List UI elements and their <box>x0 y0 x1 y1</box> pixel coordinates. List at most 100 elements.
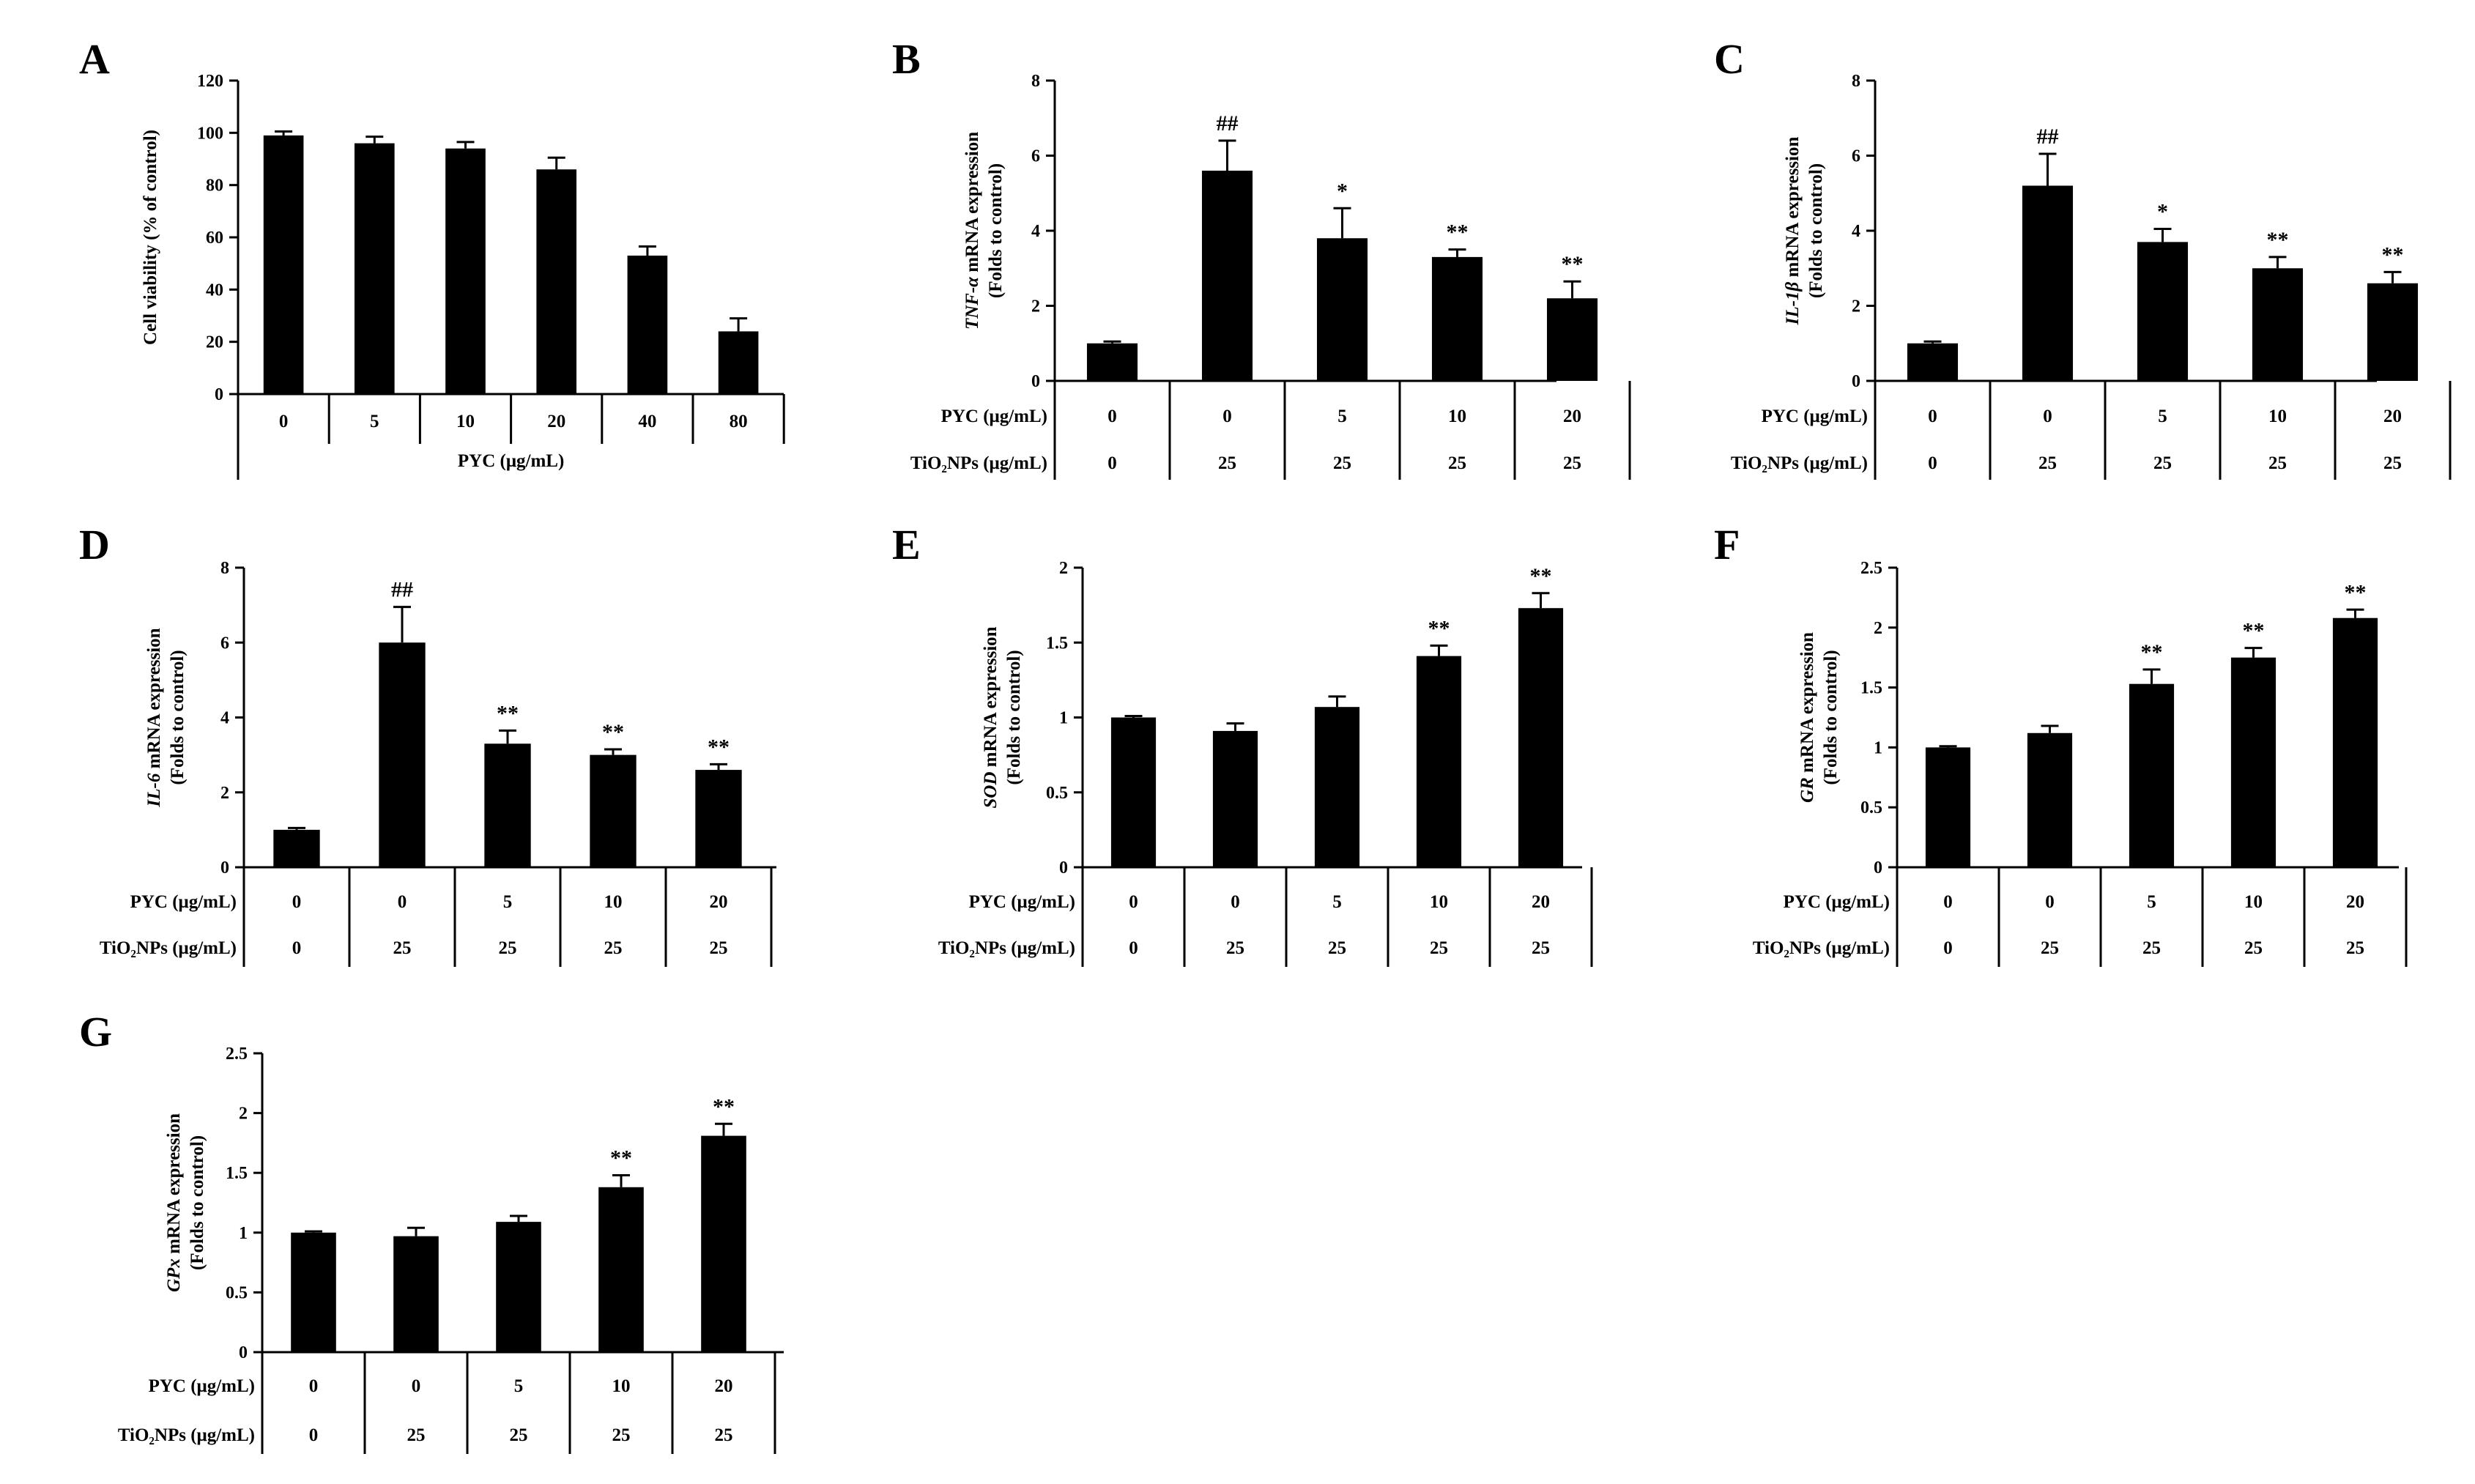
significance-label-c: ** <box>2382 242 2404 267</box>
panel-f: F 0 0.5 1 1.5 2 2.5 GR mRNA expression (Folds to… <box>1714 521 2408 967</box>
y-tick-label-d: 6 <box>220 634 229 653</box>
panel-label-f: F <box>1714 521 1740 568</box>
y-tick-label-c: 8 <box>1852 72 1860 91</box>
y-tick-label-g: 0.5 <box>226 1283 248 1302</box>
bar-a <box>354 143 395 394</box>
y-tick-label-f: 0.5 <box>1860 798 1882 817</box>
table-cell-b: 25 <box>1333 453 1351 473</box>
table-row-label-c: TiO₂NPs (μg/mL) <box>1731 453 1868 473</box>
table-cell-e: 0 <box>1129 892 1138 912</box>
y-axis-label-text-e: mRNA expression <box>981 626 1001 771</box>
table-row-label-d: TiO₂NPs (μg/mL) <box>100 938 237 958</box>
table-cell-f: 25 <box>2346 938 2364 958</box>
bar-c <box>2022 185 2074 381</box>
bar-a <box>263 135 304 394</box>
bar-f <box>2129 683 2175 867</box>
table-cell-e: 10 <box>1430 892 1448 912</box>
bar-d <box>590 754 637 867</box>
table-cell-f: 0 <box>1943 938 1953 958</box>
y-tick-label-d: 4 <box>220 709 229 728</box>
table-cell-c: 0 <box>1928 407 1937 426</box>
table-cell-f: 25 <box>2041 938 2059 958</box>
table-cell-e: 25 <box>1226 938 1244 958</box>
table-cell-a: 80 <box>730 412 748 431</box>
significance-label-b: ** <box>1447 220 1469 245</box>
table-cell-c: 0 <box>1928 453 1937 473</box>
bar-b <box>1546 298 1598 381</box>
panel-label-e: E <box>892 521 921 568</box>
significance-label-c: * <box>2157 199 2168 223</box>
table-cell-c: 25 <box>2383 453 2402 473</box>
bar-g <box>393 1236 439 1352</box>
table-cell-c: 25 <box>2268 453 2287 473</box>
table-cell-f: 25 <box>2244 938 2263 958</box>
panel-label-a: A <box>79 35 110 83</box>
table-cell-e: 25 <box>1532 938 1550 958</box>
y-tick-label-c: 6 <box>1852 147 1860 166</box>
bar-g <box>291 1232 336 1352</box>
table-cell-f: 5 <box>2147 892 2156 912</box>
panel-c: C 0 2 4 6 8 IL-1β mRNA expression (Folds to con… <box>1714 35 2452 480</box>
bar-e <box>1416 656 1462 867</box>
table-cell-g: 0 <box>309 1376 319 1396</box>
significance-label-d: ** <box>497 701 519 725</box>
y-axis-label-sub-c: (Folds to control) <box>1806 163 1826 298</box>
significance-label-f: ** <box>2243 619 2265 643</box>
y-tick-label-g: 1.5 <box>226 1164 248 1183</box>
bar-a <box>627 255 668 394</box>
table-cell-a: 5 <box>370 412 379 431</box>
bar-f <box>2027 732 2073 867</box>
table-cell-a: 0 <box>279 412 289 431</box>
bar-c <box>2252 268 2304 381</box>
y-axis-label-b: TNF-α mRNA expression <box>962 132 982 330</box>
y-axis-label-gene-e: SOD <box>981 772 1001 809</box>
bar-c <box>2367 283 2419 381</box>
y-tick-label-a: 40 <box>206 281 223 300</box>
table-row-label-f: TiO₂NPs (μg/mL) <box>1753 938 1890 958</box>
table-cell-b: 0 <box>1107 407 1117 426</box>
table-cell-d: 0 <box>292 892 302 912</box>
table-row-label-g: PYC (μg/mL) <box>149 1376 255 1396</box>
table-cell-e: 0 <box>1231 892 1240 912</box>
table-cell-g: 10 <box>612 1376 631 1396</box>
table-cell-b: 25 <box>1448 453 1466 473</box>
y-tick-label-e: 0 <box>1059 858 1068 878</box>
table-cell-d: 5 <box>503 892 513 912</box>
y-axis-label-text-b: mRNA expression <box>962 132 982 277</box>
panel-label-d: D <box>79 521 110 568</box>
y-tick-label-c: 2 <box>1852 297 1860 316</box>
table-cell-e: 25 <box>1328 938 1346 958</box>
table-cell-f: 0 <box>1943 892 1953 912</box>
table-cell-b: 20 <box>1563 407 1581 426</box>
bar-g <box>701 1135 746 1352</box>
bar-d <box>273 829 320 867</box>
panel-label-g: G <box>79 1008 112 1056</box>
y-tick-label-e: 1 <box>1059 709 1068 728</box>
y-tick-label-d: 8 <box>220 559 229 578</box>
bar-f <box>1925 747 1971 867</box>
y-tick-label-c: 0 <box>1852 372 1860 391</box>
y-axis-label-gene-b: TNF-α <box>962 276 982 330</box>
significance-label-e: ** <box>1428 616 1450 640</box>
y-axis-label-gene-g: GPx <box>164 1258 184 1292</box>
table-cell-d: 25 <box>604 938 623 958</box>
y-tick-label-f: 2 <box>1874 619 1882 638</box>
table-cell-a: 10 <box>456 412 475 431</box>
bar-g <box>496 1222 541 1352</box>
table-cell-b: 0 <box>1222 407 1232 426</box>
table-cell-c: 25 <box>2038 453 2057 473</box>
y-tick-label-d: 2 <box>220 784 229 803</box>
table-cell-e: 25 <box>1430 938 1448 958</box>
bar-a <box>718 331 759 394</box>
bar-f <box>2332 617 2378 867</box>
y-tick-label-b: 2 <box>1031 297 1040 316</box>
table-cell-d: 25 <box>710 938 728 958</box>
table-row-label-c: PYC (μg/mL) <box>1762 407 1868 426</box>
y-tick-label-g: 0 <box>239 1343 248 1362</box>
panel-d: D 0 2 4 6 8 IL-6 mRNA expression (Folds to cont… <box>79 521 776 967</box>
y-axis-label-sub-b: (Folds to control) <box>986 163 1006 298</box>
significance-label-f: ** <box>2345 580 2367 604</box>
bar-e <box>1518 608 1564 867</box>
table-cell-d: 10 <box>604 892 623 912</box>
